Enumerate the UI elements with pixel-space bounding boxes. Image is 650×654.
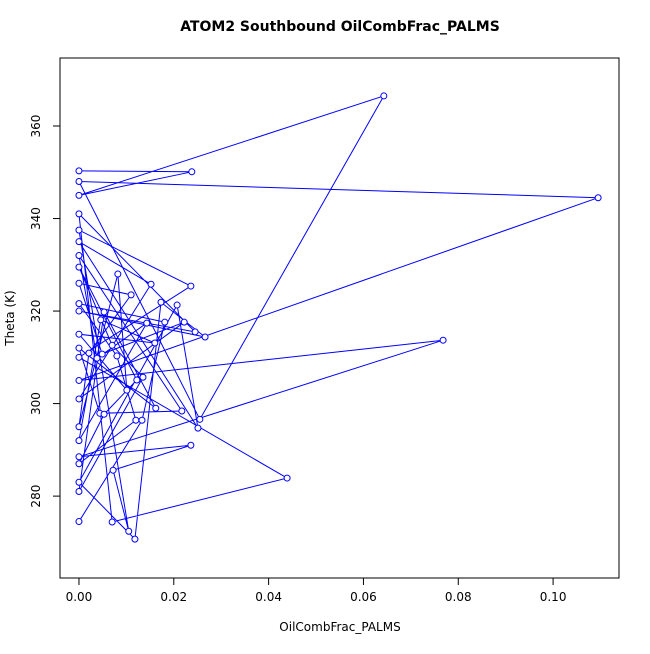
point — [152, 404, 160, 412]
point — [75, 263, 83, 271]
point — [439, 336, 447, 344]
point — [75, 238, 83, 246]
point — [75, 478, 83, 486]
point — [173, 301, 181, 309]
point — [108, 341, 116, 349]
y-tick-label: 300 — [29, 392, 43, 415]
point — [125, 527, 133, 535]
point — [98, 350, 106, 358]
x-tick-label: 0.10 — [540, 590, 567, 604]
point — [132, 416, 140, 424]
x-tick-label: 0.00 — [66, 590, 93, 604]
point — [85, 349, 93, 357]
point — [75, 376, 83, 384]
point — [75, 330, 83, 338]
point — [114, 270, 122, 278]
point — [157, 298, 165, 306]
point — [75, 437, 83, 445]
y-tick-label: 280 — [29, 485, 43, 508]
x-axis-label: OilCombFrac_PALMS — [279, 620, 400, 634]
point — [187, 282, 195, 290]
plot-frame — [59, 57, 620, 579]
point — [123, 386, 131, 394]
point — [201, 333, 209, 341]
point — [100, 308, 108, 316]
point — [133, 376, 141, 384]
point — [75, 307, 83, 315]
point — [75, 460, 83, 468]
point — [75, 252, 83, 260]
y-tick-label: 360 — [29, 115, 43, 138]
x-tick-label: 0.06 — [350, 590, 377, 604]
point — [75, 353, 83, 361]
point — [93, 354, 101, 362]
point — [75, 210, 83, 218]
point — [187, 441, 195, 449]
point — [178, 407, 186, 415]
chart-title: ATOM2 Southbound OilCombFrac_PALMS — [180, 19, 500, 35]
point — [143, 319, 151, 327]
point — [138, 416, 146, 424]
point — [75, 300, 83, 308]
point — [75, 453, 83, 461]
x-tick-label: 0.02 — [160, 590, 187, 604]
point — [75, 395, 83, 403]
point — [75, 344, 83, 352]
point — [75, 487, 83, 495]
point — [594, 194, 602, 202]
point — [75, 178, 83, 186]
point — [75, 518, 83, 526]
point — [97, 316, 105, 324]
point — [188, 168, 196, 176]
y-axis-label: Theta (K) — [3, 290, 17, 346]
point — [100, 410, 108, 418]
point — [191, 328, 199, 336]
x-tick-label: 0.08 — [445, 590, 472, 604]
point — [151, 339, 159, 347]
point — [283, 474, 291, 482]
point — [380, 92, 388, 100]
point — [113, 352, 121, 360]
point — [75, 279, 83, 287]
point — [108, 518, 116, 526]
y-tick-label: 340 — [29, 207, 43, 230]
y-tick-label: 320 — [29, 300, 43, 323]
point — [161, 318, 169, 326]
point — [127, 291, 135, 299]
point — [75, 423, 83, 431]
x-tick-label: 0.04 — [255, 590, 282, 604]
point — [109, 466, 117, 474]
point — [75, 191, 83, 199]
point — [147, 280, 155, 288]
point — [131, 535, 139, 543]
point — [75, 167, 83, 175]
point — [139, 373, 147, 381]
point — [194, 424, 202, 432]
point — [196, 415, 204, 423]
point — [75, 226, 83, 234]
point — [180, 318, 188, 326]
